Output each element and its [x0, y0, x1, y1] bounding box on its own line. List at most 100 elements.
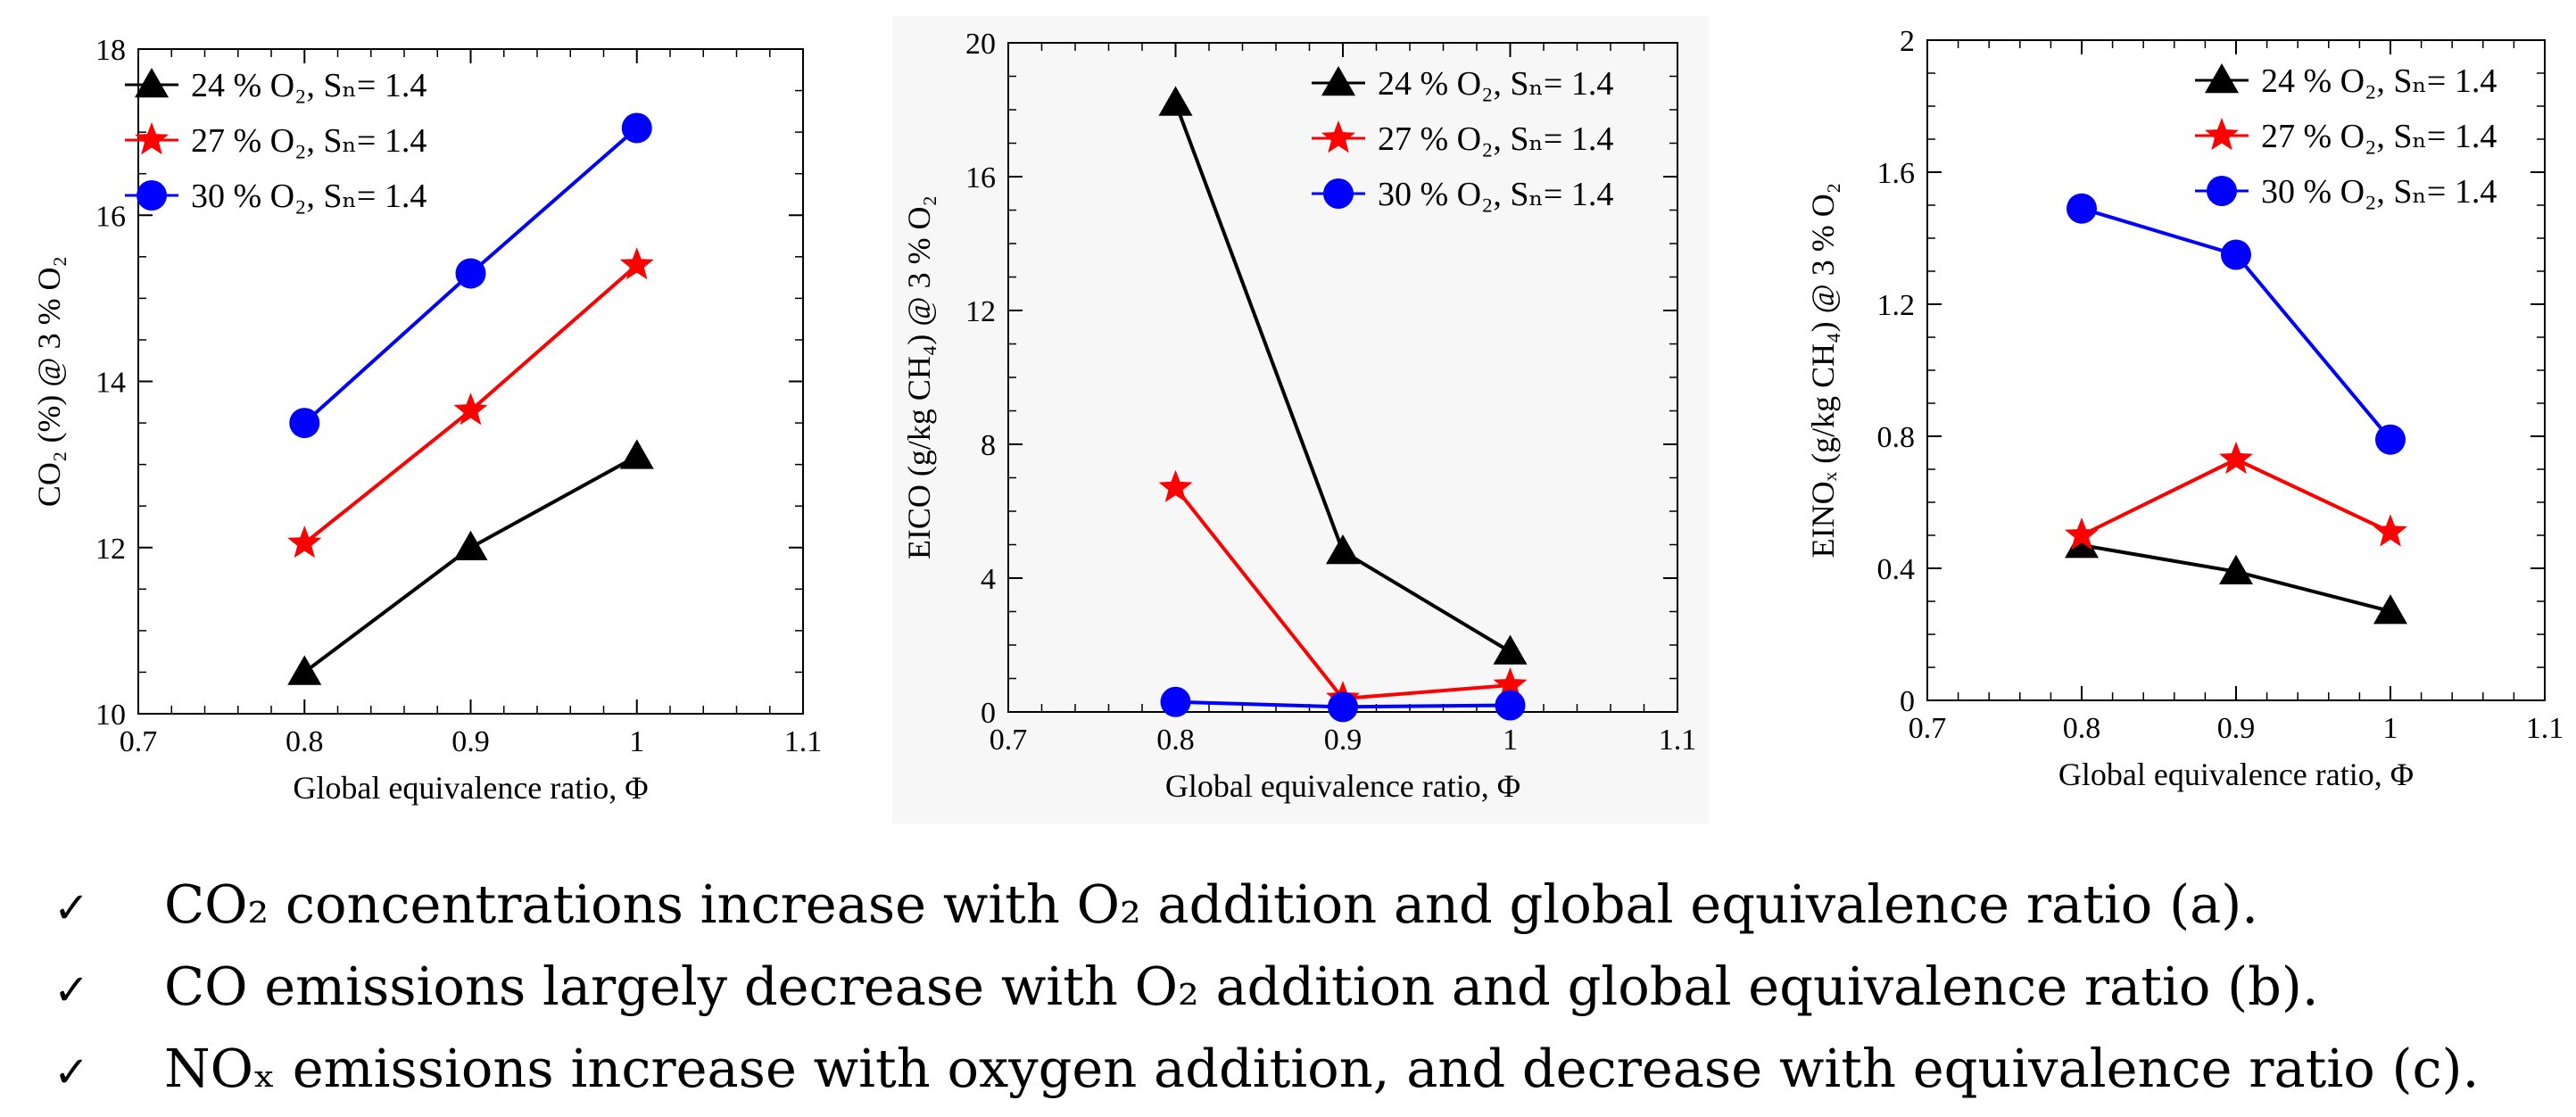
x-tick-label: 1 — [1503, 724, 1518, 757]
data-point-triangle — [2065, 528, 2099, 558]
checkmark-icon: ✓ — [54, 965, 90, 1015]
series-1 — [2065, 528, 2407, 625]
checkmark-icon: ✓ — [54, 1047, 90, 1097]
x-tick-label: 1.1 — [784, 725, 823, 758]
legend-label: 24 % O₂, Sₙ= 1.4 — [1378, 65, 1613, 103]
y-tick-label: 1.2 — [1877, 289, 1916, 322]
legend-label: 27 % O₂, Sₙ= 1.4 — [1378, 120, 1613, 158]
x-tick-label: 0.7 — [120, 725, 158, 758]
data-point-circle — [137, 180, 167, 211]
y-tick-label: 0.8 — [1877, 421, 1916, 454]
series-1 — [287, 439, 654, 685]
legend: 24 % O₂, Sₙ= 1.4 27 % O₂, Sₙ= 1.4 30 % O₂,… — [2195, 62, 2497, 211]
y-tick-label: 8 — [981, 429, 996, 462]
checkmark-icon: ✓ — [54, 883, 90, 933]
x-tick-label: 1.1 — [1659, 724, 1697, 757]
data-point-circle — [455, 258, 486, 289]
data-point-star — [2205, 118, 2239, 151]
bullet-text: CO emissions largely decrease with O₂ ad… — [164, 956, 2319, 1017]
data-point-circle — [2221, 239, 2251, 270]
data-point-star — [2065, 517, 2099, 550]
data-point-circle — [2207, 176, 2237, 206]
data-point-triangle — [287, 655, 322, 685]
data-point-circle — [1495, 690, 1526, 721]
data-point-circle — [1328, 691, 1358, 723]
data-point-circle — [621, 112, 652, 144]
legend-label: 30 % O₂, Sₙ= 1.4 — [2261, 173, 2497, 211]
legend-label: 24 % O₂, Sₙ= 1.4 — [2261, 62, 2497, 100]
y-tick-label: 14 — [95, 367, 126, 400]
data-point-star — [1493, 667, 1528, 700]
y-tick-label: 0 — [1900, 685, 1915, 718]
series-2 — [287, 247, 654, 558]
data-point-triangle — [1158, 86, 1193, 116]
bullet-text: CO₂ concentrations increase with O₂ addi… — [164, 873, 2259, 935]
chart-svg: 0.7 0.8 0.9 1 1.1 0 4 8 12 16 20 Global equivalence… — [892, 16, 1709, 823]
y-tick-label: 4 — [981, 563, 996, 596]
x-tick-label: 0.7 — [990, 724, 1028, 757]
series-3 — [1160, 686, 1526, 723]
series-3 — [2067, 193, 2406, 455]
y-tick-label: 1.6 — [1877, 157, 1916, 190]
data-point-triangle — [135, 68, 169, 98]
data-point-star — [2219, 441, 2253, 475]
bullet-item: ✓ CO₂ concentrations increase with O₂ ad… — [54, 865, 2576, 947]
legend: 24 % O₂, Sₙ= 1.4 27 % O₂, Sₙ= 1.4 30 % O₂,… — [125, 67, 427, 215]
chart-background — [892, 16, 1709, 823]
x-axis-label: Global equivalence ratio, Φ — [293, 770, 648, 806]
x-tick-label: 0.8 — [286, 725, 324, 758]
y-tick-label: 20 — [965, 28, 996, 61]
data-point-star — [135, 122, 169, 155]
chart-svg: 0.7 0.8 0.9 1 1.1 0 0.4 0.8 1.2 1.6 2 Global equiva… — [1749, 0, 2576, 821]
data-point-circle — [2375, 424, 2406, 455]
data-point-star — [2373, 514, 2407, 547]
y-tick-label: 12 — [965, 295, 996, 328]
data-point-triangle — [1321, 66, 1355, 96]
data-point-circle — [2067, 193, 2097, 224]
x-tick-label: 1 — [2383, 712, 2398, 745]
series-2 — [2065, 441, 2407, 550]
x-tick-label: 0.7 — [1909, 712, 1947, 745]
data-point-triangle — [2205, 63, 2239, 94]
series-3 — [289, 112, 652, 439]
data-point-star — [619, 247, 654, 280]
y-tick-label: 0.4 — [1877, 553, 1916, 586]
x-tick-label: 0.8 — [2063, 712, 2101, 745]
x-tick-label: 0.9 — [1324, 724, 1363, 757]
data-point-triangle — [1493, 634, 1528, 665]
data-point-triangle — [1326, 534, 1360, 565]
data-point-triangle — [2219, 554, 2253, 584]
y-tick-label: 16 — [95, 200, 126, 233]
x-tick-label: 0.8 — [1156, 724, 1195, 757]
data-point-circle — [1323, 178, 1354, 209]
legend-label: 30 % O₂, Sₙ= 1.4 — [191, 178, 427, 215]
y-tick-label: 16 — [965, 161, 996, 194]
data-point-star — [1321, 120, 1355, 153]
data-point-circle — [289, 408, 320, 439]
x-tick-label: 1.1 — [2526, 712, 2564, 745]
data-point-triangle — [2373, 594, 2407, 625]
chart-background — [1749, 0, 2576, 821]
conclusion-list: ✓ CO₂ concentrations increase with O₂ ad… — [54, 865, 2576, 1112]
data-point-triangle — [453, 530, 488, 560]
chart-panel-c: 0.7 0.8 0.9 1 1.1 0 0.4 0.8 1.2 1.6 2 Global equiva… — [1749, 0, 2576, 821]
data-point-star — [453, 393, 488, 426]
data-point-star — [1158, 469, 1193, 502]
x-tick-label: 1 — [629, 725, 644, 758]
x-tick-label: 0.9 — [2217, 712, 2256, 745]
x-axis-label: Global equivalence ratio, Φ — [1165, 768, 1520, 804]
data-point-triangle — [619, 439, 654, 469]
chart-panel-a: 0.7 0.8 0.9 1 1.1 10 12 14 16 18 Global equivalenc… — [0, 0, 839, 830]
legend: 24 % O₂, Sₙ= 1.4 27 % O₂, Sₙ= 1.4 30 % O₂,… — [1312, 65, 1613, 213]
y-tick-label: 10 — [95, 699, 126, 732]
y-tick-label: 0 — [981, 697, 996, 730]
x-axis-label: Global equivalence ratio, Φ — [2058, 757, 2414, 792]
x-tick-label: 0.9 — [451, 725, 490, 758]
chart-panel-b: 0.7 0.8 0.9 1 1.1 0 4 8 12 16 20 Global equivalence… — [892, 16, 1709, 823]
chart-svg: 0.7 0.8 0.9 1 1.1 10 12 14 16 18 Global equivalenc… — [0, 0, 839, 830]
data-point-star — [287, 525, 322, 558]
series-1 — [1158, 86, 1528, 665]
bullet-item: ✓ NOₓ emissions increase with oxygen add… — [54, 1030, 2576, 1112]
bullet-text: NOₓ emissions increase with oxygen addit… — [164, 1038, 2480, 1099]
y-axis-label: EICO (g/kg CH₄) @ 3 % O₂ — [901, 195, 937, 559]
